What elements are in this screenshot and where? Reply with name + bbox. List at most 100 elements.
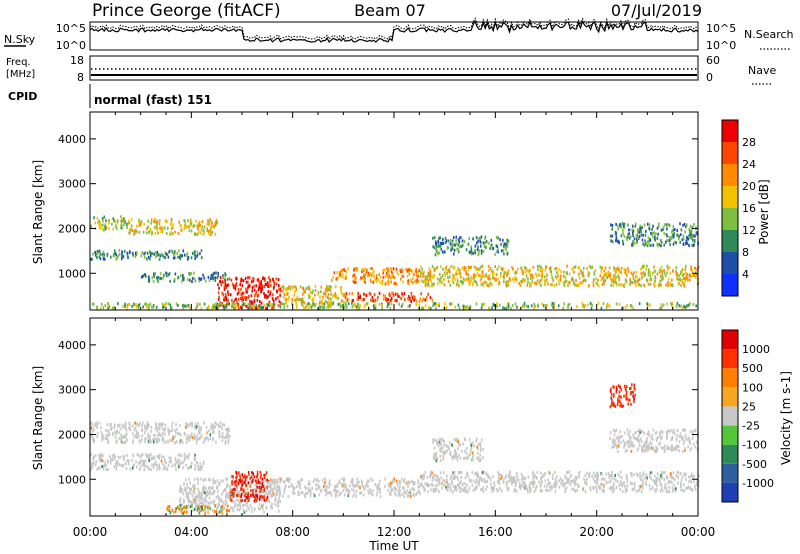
power-cell: [426, 295, 428, 299]
power-cell: [200, 231, 202, 235]
power-cell: [492, 302, 495, 306]
power-cell: [518, 281, 520, 285]
velocity-cell: [186, 486, 188, 490]
velocity-cell: [544, 472, 546, 476]
power-cell: [409, 268, 412, 272]
power-cell: [378, 302, 381, 306]
velocity-cell: [255, 489, 257, 493]
power-cell: [640, 233, 643, 237]
power-cell: [454, 277, 456, 281]
power-cell: [514, 271, 516, 275]
power-cell: [611, 224, 614, 227]
power-cell: [347, 267, 349, 271]
velocity-cell: [522, 475, 524, 478]
velocity-cell: [269, 492, 272, 496]
velocity-cell: [361, 484, 364, 488]
power-cell: [276, 289, 278, 293]
power-cell: [283, 305, 285, 309]
power-cell: [240, 305, 242, 309]
velocity-cell: [233, 480, 236, 484]
power-cell: [432, 301, 435, 305]
power-cell: [471, 277, 473, 281]
velocity-cell: [101, 438, 104, 442]
power-cell: [695, 273, 698, 277]
power-cell: [190, 229, 193, 233]
velocity-cell: [674, 432, 676, 436]
power-cell: [580, 269, 582, 273]
velocity-cell: [635, 437, 637, 441]
power-cell: [342, 275, 344, 279]
power-cell: [396, 292, 399, 296]
velocity-cell: [256, 494, 259, 498]
power-cell: [560, 274, 562, 278]
velocity-cell: [475, 440, 478, 443]
power-cell: [207, 275, 210, 279]
power-cell: [313, 303, 315, 307]
velocity-cell: [120, 438, 122, 442]
power-cell: [646, 222, 649, 226]
power-cell: [444, 236, 447, 240]
power-cell: [485, 245, 487, 249]
power-cell: [208, 220, 211, 224]
velocity-cell: [610, 403, 613, 407]
velocity-cell: [480, 488, 482, 492]
power-cell: [467, 306, 470, 310]
velocity-cell: [180, 489, 182, 493]
velocity-cell: [198, 499, 200, 503]
power-cell: [584, 279, 587, 283]
power-cell: [468, 250, 471, 254]
power-cell: [283, 296, 285, 300]
velocity-cell: [217, 423, 219, 427]
velocity-cell: [680, 488, 682, 492]
power-cell: [108, 226, 110, 230]
power-cell: [427, 278, 430, 282]
velocity-cell: [197, 493, 200, 497]
power-cell: [463, 240, 466, 243]
velocity-cell: [297, 490, 300, 494]
power-cell: [245, 280, 248, 284]
velocity-cell: [663, 486, 666, 490]
power-cell: [314, 304, 316, 308]
power-cell: [141, 251, 143, 255]
velocity-cell: [213, 489, 215, 493]
power-cell: [625, 236, 628, 240]
velocity-cell: [134, 421, 136, 425]
noise-right-label: N.Search: [744, 28, 794, 41]
power-cell: [356, 268, 359, 271]
power-cell: [191, 252, 194, 255]
velocity-cell: [212, 478, 215, 481]
power-cell: [608, 275, 611, 279]
velocity-cell: [431, 471, 433, 475]
velocity-cell: [250, 494, 252, 497]
velocity-cell: [399, 480, 402, 484]
velocity-cell: [438, 478, 440, 482]
power-cell: [149, 254, 152, 258]
power-cell: [341, 299, 343, 303]
power-cell: [151, 252, 153, 255]
power-cell: [189, 218, 192, 222]
power-cell: [615, 302, 618, 306]
velocity-cell: [640, 478, 642, 482]
power-cell: [425, 281, 427, 285]
power-cell: [527, 277, 529, 281]
velocity-cell: [199, 462, 201, 466]
velocity-cell: [221, 492, 223, 496]
velocity-cell: [113, 457, 116, 461]
power-cell: [206, 227, 208, 231]
power-cell: [346, 298, 348, 302]
power-cell: [270, 284, 272, 288]
velocity-cell: [243, 488, 245, 492]
velocity-cell: [620, 402, 622, 406]
power-cell: [99, 257, 102, 261]
velocity-cell: [690, 488, 693, 491]
power-cell: [502, 238, 504, 242]
velocity-cell: [446, 478, 448, 482]
velocity-cell: [634, 387, 636, 391]
velocity-cell: [123, 458, 125, 462]
velocity-cell: [247, 494, 249, 498]
power-cell: [450, 246, 452, 250]
power-cell: [203, 225, 206, 229]
velocity-cell: [435, 451, 438, 455]
power-cell: [667, 277, 670, 281]
power-cell: [533, 302, 535, 306]
